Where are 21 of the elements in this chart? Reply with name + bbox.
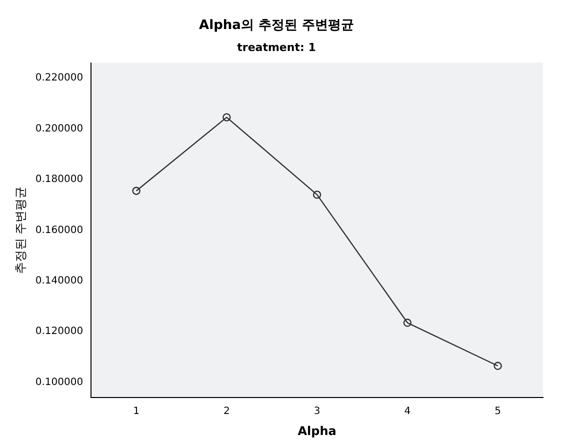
y-axis-title: 추정된 주변평균 [13, 186, 28, 274]
point [403, 318, 412, 327]
x-axis-title: Alpha [298, 424, 336, 438]
y-tick-label: 0.180000 [35, 174, 84, 186]
point [132, 186, 140, 195]
point [222, 113, 231, 122]
y-tick-label: 0.140000 [35, 276, 84, 287]
x-tick-label: 5 [494, 406, 501, 418]
x-tick-label: 3 [314, 406, 320, 418]
chart-subtitle: treatment: 1 [237, 41, 316, 54]
y-tick-label: 0.160000 [35, 224, 84, 236]
y-tick-label: 0.100000 [35, 376, 84, 388]
x-tick-label: 1 [133, 406, 140, 418]
chart-title: Alpha의 추정된 주변평균 [199, 18, 354, 34]
point [494, 362, 502, 370]
y-tick-label: 0.200000 [35, 123, 84, 134]
x-tick-label: 4 [404, 406, 411, 418]
y-tick-label: 0.120000 [35, 326, 84, 338]
x-tick-label: 2 [223, 406, 230, 418]
y-tick-label: 0.220000 [35, 72, 84, 84]
point [312, 190, 322, 199]
